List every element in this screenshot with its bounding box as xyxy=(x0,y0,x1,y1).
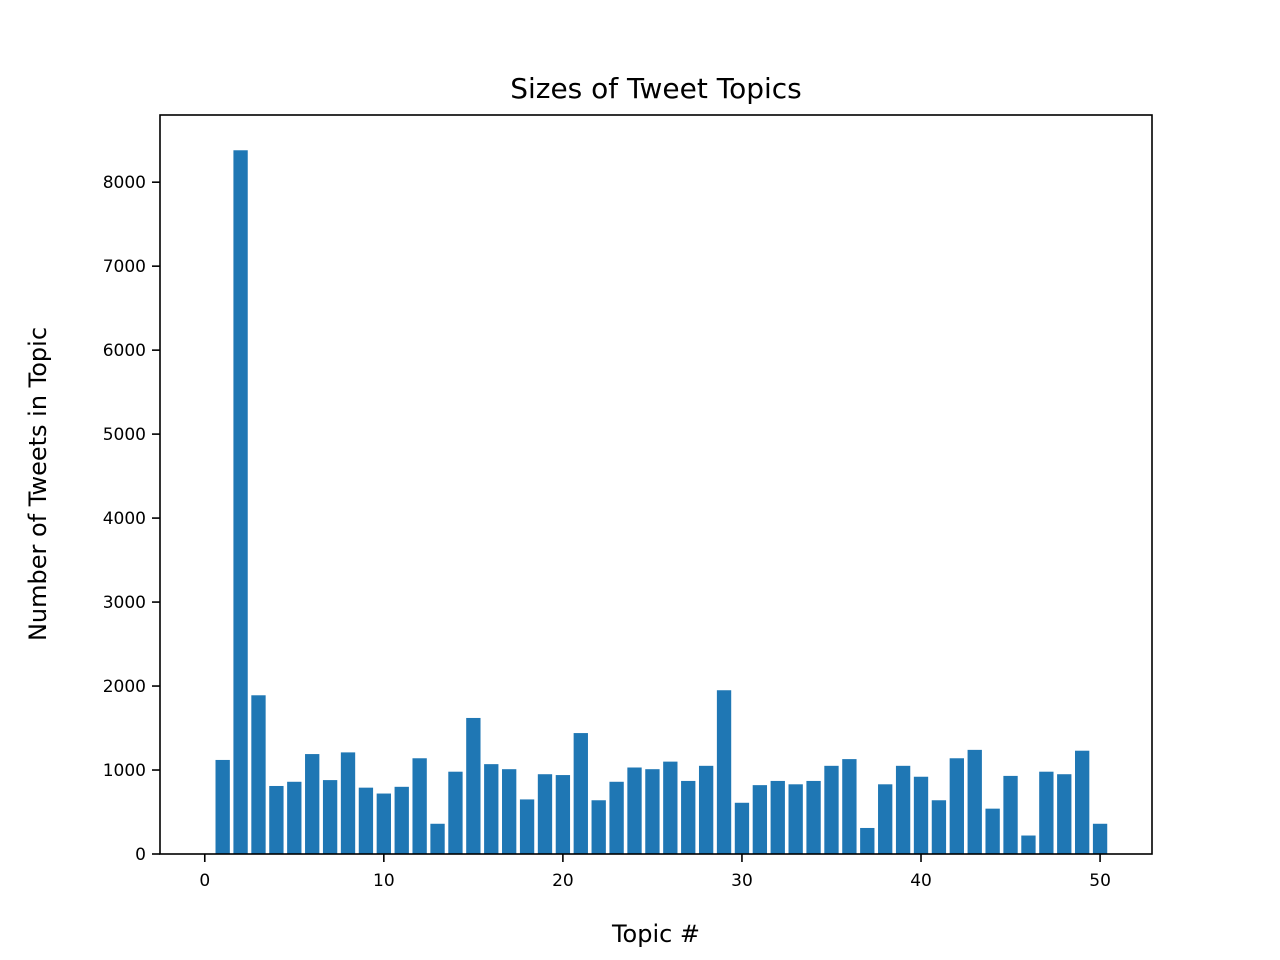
bar-topic-42 xyxy=(949,758,964,854)
bar-topic-47 xyxy=(1039,771,1054,854)
bar-topic-31 xyxy=(752,785,768,854)
bar-topic-23 xyxy=(609,781,624,854)
bar-topic-7 xyxy=(322,780,338,854)
bar-topic-25 xyxy=(645,769,660,854)
bar-topic-16 xyxy=(484,764,499,854)
bar-topic-37 xyxy=(860,827,875,854)
bar-topic-11 xyxy=(394,786,409,854)
bar-topic-19 xyxy=(537,774,553,854)
x-axis-ticks: 0 10 20 30 40 50 xyxy=(199,854,1111,891)
bar-topic-10 xyxy=(376,793,391,854)
bar-topic-15 xyxy=(466,717,481,854)
bar-topic-22 xyxy=(591,800,606,854)
y-axis-label: Number of Tweets in Topic xyxy=(24,327,52,641)
bar-topic-9 xyxy=(358,787,374,854)
x-tick-label: 0 xyxy=(199,871,210,891)
y-tick-label: 2000 xyxy=(103,677,146,697)
bar-topic-6 xyxy=(305,754,320,854)
bar-topic-20 xyxy=(555,775,571,854)
bar-topic-36 xyxy=(842,759,857,854)
bar-topic-13 xyxy=(430,823,445,854)
bar-topic-45 xyxy=(1003,775,1018,854)
bar-topic-29 xyxy=(716,690,732,854)
x-tick-label: 40 xyxy=(910,871,932,891)
bar-topic-30 xyxy=(734,802,750,854)
y-tick-label: 7000 xyxy=(103,257,146,277)
y-axis-ticks: 0 1000 2000 3000 4000 5000 6000 7000 8000 xyxy=(103,173,160,865)
bar-topic-49 xyxy=(1075,750,1090,854)
bar-topic-18 xyxy=(519,799,535,854)
y-tick-label: 0 xyxy=(135,845,146,865)
bar-topic-39 xyxy=(895,765,911,854)
y-tick-label: 4000 xyxy=(103,509,146,529)
bar-topic-46 xyxy=(1021,835,1036,854)
bar-topic-12 xyxy=(412,758,427,854)
bar-topic-40 xyxy=(913,776,929,854)
bar-topic-50 xyxy=(1092,823,1108,854)
y-tick-label: 1000 xyxy=(103,761,146,781)
chart-title: Sizes of Tweet Topics xyxy=(510,72,802,105)
x-tick-label: 20 xyxy=(552,871,574,891)
bar-topic-35 xyxy=(824,765,839,854)
bar-topic-1 xyxy=(215,759,230,854)
plot-frame xyxy=(159,114,1153,855)
bar-topic-5 xyxy=(287,781,302,854)
y-tick-label: 6000 xyxy=(103,341,146,361)
bar-topic-32 xyxy=(770,780,785,854)
x-tick-label: 50 xyxy=(1089,871,1111,891)
bar-topic-8 xyxy=(340,752,356,854)
bar-topic-24 xyxy=(627,767,642,854)
bar-topic-21 xyxy=(573,733,588,854)
bar-topic-34 xyxy=(806,780,821,854)
bars-group xyxy=(215,150,1108,855)
bar-topic-2 xyxy=(233,150,248,855)
bar-topic-43 xyxy=(967,749,982,854)
y-tick-label: 5000 xyxy=(103,425,146,445)
bar-topic-38 xyxy=(878,784,893,854)
x-axis-label: Topic # xyxy=(611,920,700,948)
bar-topic-44 xyxy=(985,808,1000,854)
x-tick-label: 30 xyxy=(731,871,753,891)
bar-topic-48 xyxy=(1057,774,1072,854)
x-tick-label: 10 xyxy=(373,871,395,891)
bar-topic-4 xyxy=(269,785,284,854)
bar-topic-33 xyxy=(788,784,803,854)
y-tick-label: 8000 xyxy=(103,173,146,193)
bar-topic-26 xyxy=(663,761,678,854)
bar-topic-14 xyxy=(448,771,463,854)
y-tick-label: 3000 xyxy=(103,593,146,613)
bar-topic-3 xyxy=(251,695,266,854)
bar-topic-28 xyxy=(698,765,714,854)
bar-topic-27 xyxy=(681,780,696,854)
bar-topic-41 xyxy=(931,800,947,854)
bar-topic-17 xyxy=(502,769,517,854)
